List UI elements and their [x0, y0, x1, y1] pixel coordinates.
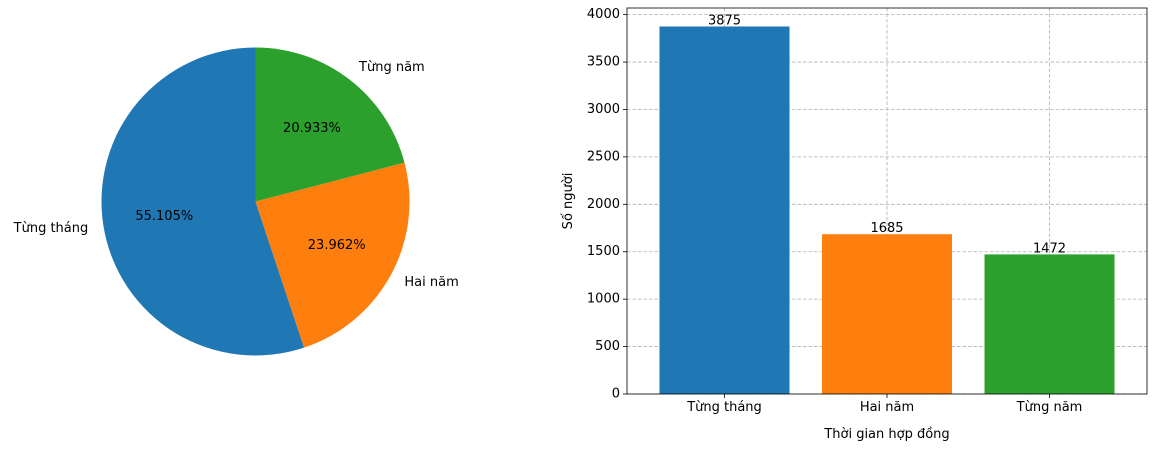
x-tick-label-tung-thang: Từng tháng: [686, 400, 762, 415]
bar-value-label-tung-nam: 1472: [1033, 241, 1066, 256]
pie-chart: 55.105% Từng tháng 23.962% Hai năm 20.933% Từ…: [13, 47, 459, 356]
pie-category-label-tung-thang: Từng tháng: [13, 221, 89, 236]
pie-slice-tung-thang: [101, 47, 305, 356]
bar-chart: 0 500 1000 1500 2000 2500 3000 3500 4000 3875 Từng…: [561, 7, 1148, 442]
plot-frame: [626, 7, 1148, 395]
y-tick-label: 2500: [587, 149, 620, 164]
pie-slice-tung-nam: [255, 47, 405, 202]
y-tick-label: 3000: [587, 102, 620, 117]
bar-tung-thang: [659, 26, 790, 394]
pie-category-label-hai-nam: Hai năm: [404, 275, 458, 290]
x-tick-label-tung-nam: Từng năm: [1016, 400, 1083, 415]
y-tick-label: 1000: [587, 292, 620, 307]
bar-value-label-hai-nam: 1685: [870, 221, 903, 236]
pie-slice-hai-nam: [255, 162, 410, 348]
bar-hai-nam: [822, 234, 952, 394]
y-tick-label: 3500: [587, 55, 620, 70]
y-tick-label: 1500: [587, 244, 620, 259]
bar-tung-nam: [984, 254, 1115, 394]
x-axis-title: Thời gian hợp đồng: [823, 427, 949, 442]
x-tick-label-hai-nam: Hai năm: [860, 400, 914, 415]
y-tick-label: 0: [612, 387, 620, 402]
y-axis-title: Số người: [561, 173, 576, 230]
y-tick-label: 2000: [587, 197, 620, 212]
y-tick-label: 4000: [587, 7, 620, 22]
pie-pct-label-tung-thang: 55.105%: [135, 209, 193, 224]
pie-category-label-tung-nam: Từng năm: [358, 60, 425, 75]
pie-pct-label-tung-nam: 20.933%: [283, 121, 341, 136]
bar-value-label-tung-thang: 3875: [708, 13, 741, 28]
pie-pct-label-hai-nam: 23.962%: [308, 238, 366, 253]
y-tick-label: 500: [595, 339, 620, 354]
